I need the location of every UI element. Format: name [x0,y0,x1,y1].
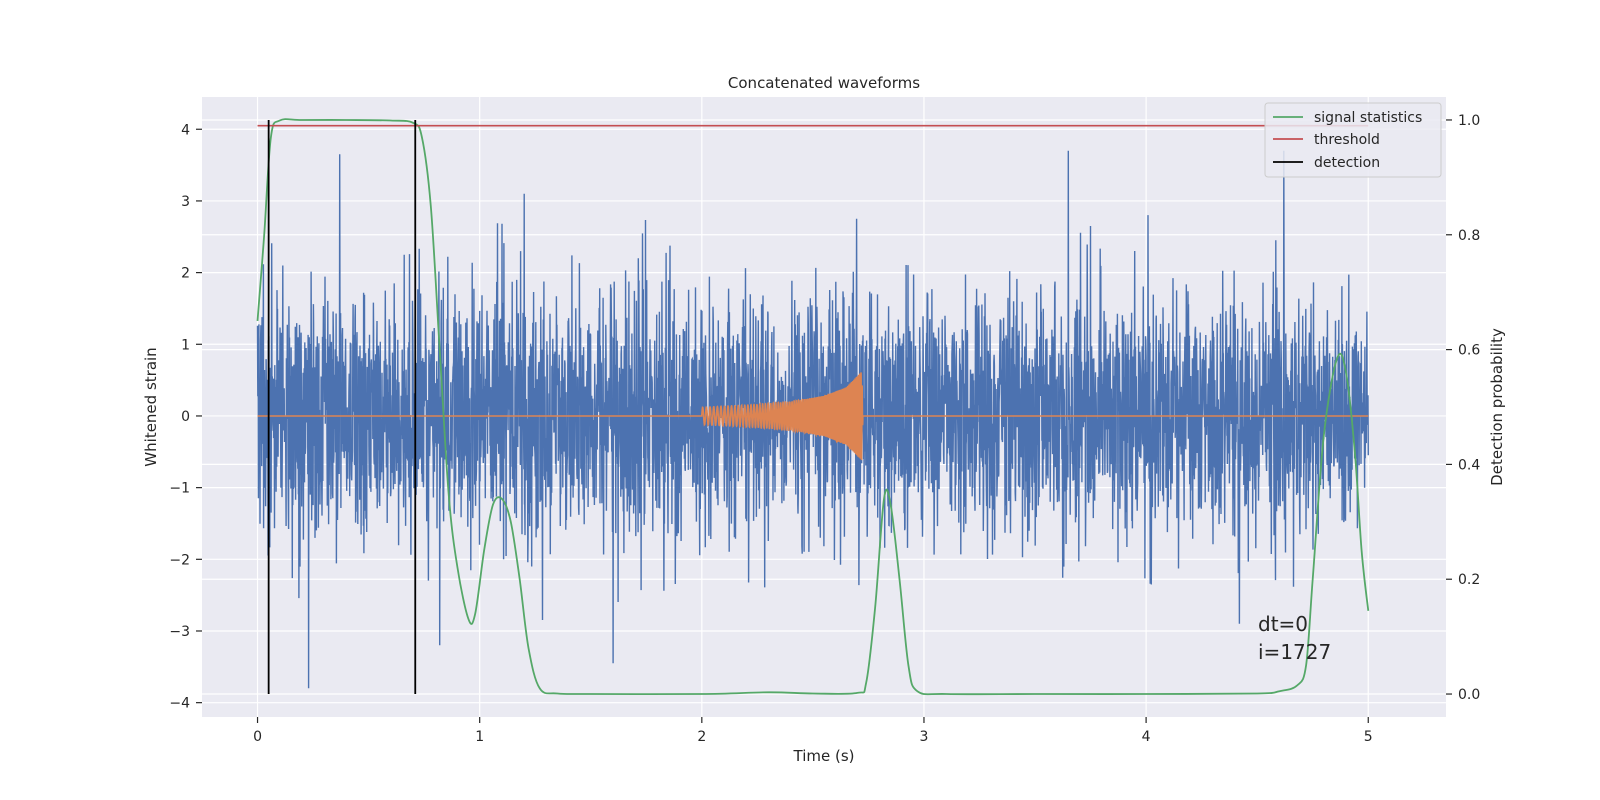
detection-lines [267,119,417,695]
y2-tick-label: 0.0 [1458,687,1480,703]
y-axis-label: Whitened strain [142,347,160,466]
y2-tick-label: 0.8 [1458,228,1480,244]
legend: signal statistics threshold detection [1264,102,1442,178]
y2-tick-label: 0.2 [1458,572,1480,588]
annotation-dt: dt=0 [1258,612,1308,636]
y2-axis-label: Detection probability [1488,328,1506,486]
legend-label-threshold: threshold [1314,132,1380,148]
x-axis-ticks: 0 1 2 3 4 5 [253,717,1373,745]
x-tick-label: 4 [1142,729,1151,745]
annotation-index: i=1727 [1258,640,1331,664]
y-tick-label: 3 [181,194,190,210]
annotation: dt=0 i=1727 [1258,612,1331,664]
chart-title: Concatenated waveforms [728,74,920,92]
x-tick-label: 5 [1364,729,1373,745]
legend-label-signal-statistics: signal statistics [1314,110,1422,126]
y2-tick-label: 0.6 [1458,343,1480,359]
x-tick-label: 2 [697,729,706,745]
signal-statistics-series [256,118,1370,696]
y-tick-label: −2 [169,552,190,568]
x-axis-label: Time (s) [793,747,855,765]
x-tick-label: 1 [475,729,484,745]
y-tick-label: −4 [169,696,190,712]
y-tick-label: 2 [181,266,190,282]
y-tick-label: −3 [169,624,190,640]
legend-box [1264,102,1442,178]
x-tick-label: 3 [920,729,929,745]
y-tick-label: 0 [181,409,190,425]
y2-tick-label: 0.4 [1458,457,1480,473]
legend-label-detection: detection [1314,155,1380,171]
x-tick-label: 0 [253,729,262,745]
y-tick-label: −1 [169,481,190,497]
y-tick-label: 4 [181,122,190,138]
injected-waveform-series [257,372,1369,461]
y-tick-label: 1 [181,337,190,353]
y2-axis-ticks: 0.0 0.2 0.4 0.6 0.8 1.0 [1446,113,1480,703]
y-axis-ticks: −4 −3 −2 −1 0 1 2 3 4 [169,122,202,712]
y2-tick-label: 1.0 [1458,113,1480,129]
